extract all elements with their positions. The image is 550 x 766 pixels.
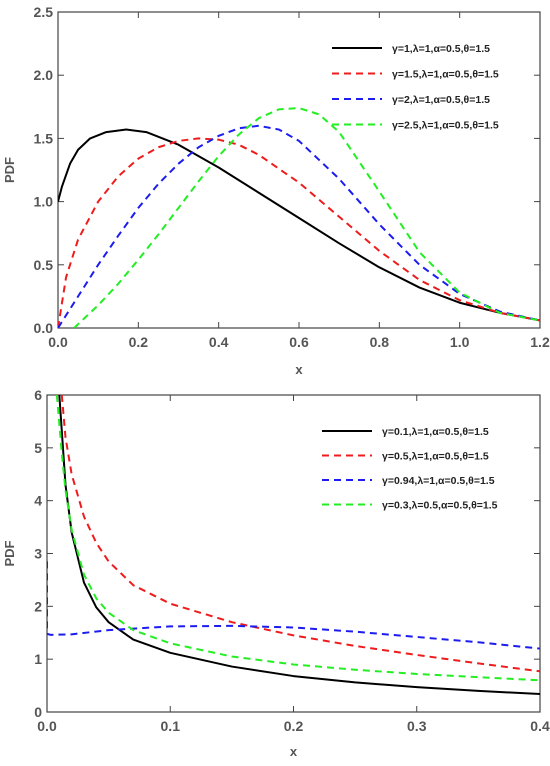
bottom-series-line-3 — [47, 561, 540, 650]
top-series-line-3 — [58, 124, 540, 328]
top-legend-label-4: γ=2.5,λ=1,α=0.5,θ=1.5 — [392, 120, 499, 132]
top-plot-frame — [57, 11, 541, 329]
bottom-y-tick-label: 6 — [34, 387, 42, 403]
bottom-legend-label-1: γ=0.1,λ=1,α=0.5,θ=1.5 — [382, 426, 489, 438]
top-legend-label-1: γ=1,λ=1,α=0.5,θ=1.5 — [392, 43, 490, 55]
bottom-y-tick-label: 0 — [34, 704, 42, 720]
bottom-series-line-1 — [58, 395, 540, 696]
top-legend-label-3: γ=2,λ=1,α=0.5,θ=1.5 — [392, 94, 490, 106]
top-x-tick-label: 0.4 — [209, 334, 229, 350]
bottom-x-tick-label: 0.2 — [284, 718, 304, 734]
top-x-tick-label: 0.2 — [129, 334, 149, 350]
bottom-x-tick-label: 0.3 — [407, 718, 427, 734]
top-x-tick-label: 0.6 — [289, 334, 309, 350]
bottom-y-axis-title: PDF — [2, 540, 17, 566]
bottom-y-tick-label: 1 — [34, 651, 42, 667]
bottom-legend-label-2: γ=0.5,λ=1,α=0.5,θ=1.5 — [382, 451, 489, 463]
top-x-axis-title: x — [295, 362, 303, 377]
bottom-y-tick-label: 4 — [34, 493, 42, 509]
top-y-tick-label: 1.5 — [34, 130, 54, 146]
top-series-line-1 — [58, 128, 540, 322]
bottom-x-tick-label: 0.4 — [530, 718, 550, 734]
top-x-tick-label: 0.0 — [48, 334, 68, 350]
bottom-legend-label-3: γ=0.94,λ=1,α=0.5,θ=1.5 — [382, 475, 495, 487]
top-y-tick-label: 2.5 — [34, 4, 54, 20]
bottom-y-tick-label: 3 — [34, 546, 42, 562]
top-x-tick-label: 1.0 — [450, 334, 470, 350]
top-y-tick-label: 2.0 — [34, 67, 54, 83]
top-x-tick-label: 0.8 — [370, 334, 390, 350]
chart-top-pdf: 0.0 0.2 0.4 0.6 0.8 1.0 1.2 0.0 0.5 1.0 1.5 2.0 2.5 x… — [2, 4, 550, 377]
top-x-tick-label: 1.2 — [530, 334, 550, 350]
bottom-x-tick-label: 0.1 — [161, 718, 181, 734]
bottom-legend-label-4: γ=0.3,λ=0.5,α=0.5,θ=1.5 — [382, 500, 498, 512]
bottom-y-tick-label: 2 — [34, 598, 42, 614]
top-y-tick-label: 0.0 — [34, 320, 54, 336]
top-series-line-2 — [58, 137, 540, 328]
bottom-series-line-2 — [60, 395, 540, 673]
chart-bottom-pdf: 0.0 0.1 0.2 0.3 0.4 0 1 2 3 4 5 6 x PDF γ=0.1,λ=1,α=0.… — [2, 387, 550, 759]
top-legend: γ=1,λ=1,α=0.5,θ=1.5 γ=1.5,λ=1,α=0.5,θ=1.5… — [332, 43, 499, 132]
top-legend-label-2: γ=1.5,λ=1,α=0.5,θ=1.5 — [392, 69, 499, 81]
top-y-tick-label: 0.5 — [34, 257, 54, 273]
bottom-x-tick-label: 0.0 — [37, 718, 57, 734]
bottom-x-axis-title: x — [290, 744, 298, 759]
top-series-line-4 — [73, 107, 540, 328]
bottom-series-line-4 — [55, 395, 540, 682]
top-y-tick-label: 1.0 — [34, 194, 54, 210]
bottom-legend: γ=0.1,λ=1,α=0.5,θ=1.5 γ=0.5,λ=1,α=0.5,θ=1… — [322, 426, 498, 512]
bottom-y-tick-label: 5 — [34, 440, 42, 456]
top-y-axis-title: PDF — [2, 157, 17, 183]
